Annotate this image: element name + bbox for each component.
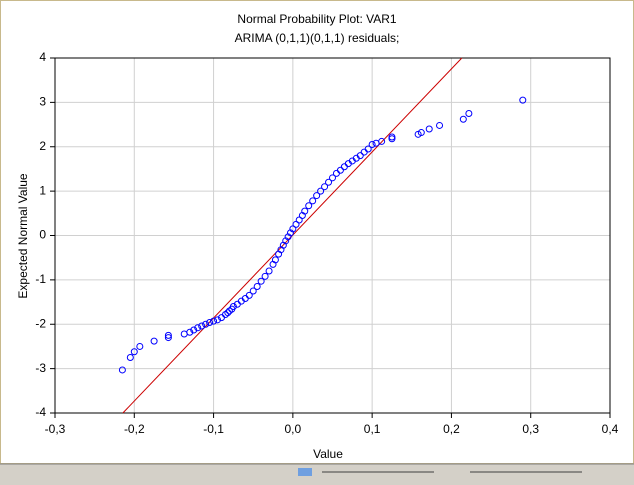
point [198, 322, 206, 330]
point [364, 145, 372, 153]
x-tick-label: 0,3 [522, 422, 539, 436]
x-axis-label: Value [313, 447, 343, 461]
point [425, 125, 433, 133]
point [150, 337, 158, 345]
y-tick-label: -4 [35, 405, 46, 419]
point [249, 287, 257, 295]
point [271, 256, 279, 264]
point [118, 366, 126, 374]
y-tick-label: 2 [39, 139, 46, 153]
y-tick-label: -1 [35, 272, 46, 286]
point [130, 348, 138, 356]
x-tick-label: 0,0 [285, 422, 302, 436]
point [309, 197, 317, 205]
point [336, 166, 344, 174]
plot-frame [54, 57, 611, 414]
point [356, 152, 364, 160]
point [325, 178, 333, 186]
point [321, 183, 329, 191]
point [224, 309, 232, 317]
y-axis-label: Expected Normal Value [16, 173, 30, 299]
point [313, 192, 321, 200]
chart-subtitle: ARIMA (0,1,1)(0,1,1) residuals; [235, 31, 400, 45]
point [257, 277, 265, 285]
y-tick-label: -3 [35, 361, 46, 375]
x-tick-label: 0,1 [364, 422, 381, 436]
point [214, 316, 222, 324]
x-tick-label: -0,2 [124, 422, 145, 436]
point [301, 207, 309, 215]
point [459, 115, 467, 123]
point [378, 137, 386, 145]
point [229, 303, 237, 310]
y-tick-label: 4 [39, 50, 46, 64]
point [261, 272, 269, 280]
x-tick-label: 0,2 [443, 422, 460, 436]
point [136, 342, 144, 350]
x-tick-label: -0,1 [203, 422, 224, 436]
y-tick-label: 1 [39, 183, 46, 197]
point [519, 96, 527, 104]
point [368, 141, 376, 149]
point [206, 318, 214, 326]
point [186, 328, 194, 336]
y-tick-label: 3 [39, 95, 46, 109]
toolbar [0, 464, 634, 480]
point [190, 326, 198, 334]
point [465, 109, 473, 117]
y-tick-label: 0 [39, 228, 46, 242]
point [305, 202, 313, 210]
point [202, 320, 210, 328]
point [164, 331, 172, 339]
x-tick-label: -0,3 [45, 422, 66, 436]
point [126, 354, 134, 362]
point [436, 121, 444, 129]
point [210, 317, 218, 325]
point [388, 133, 396, 141]
x-tick-label: 0,4 [602, 422, 619, 436]
point [245, 291, 253, 299]
toolbar-swatch[interactable] [298, 468, 312, 476]
point [329, 174, 336, 182]
point [417, 129, 425, 137]
point [253, 283, 261, 291]
point [194, 324, 202, 332]
chart-title: Normal Probability Plot: VAR1 [237, 12, 396, 26]
point [265, 267, 273, 275]
point [164, 334, 172, 342]
y-tick-label: -2 [35, 316, 46, 330]
point [317, 187, 325, 195]
